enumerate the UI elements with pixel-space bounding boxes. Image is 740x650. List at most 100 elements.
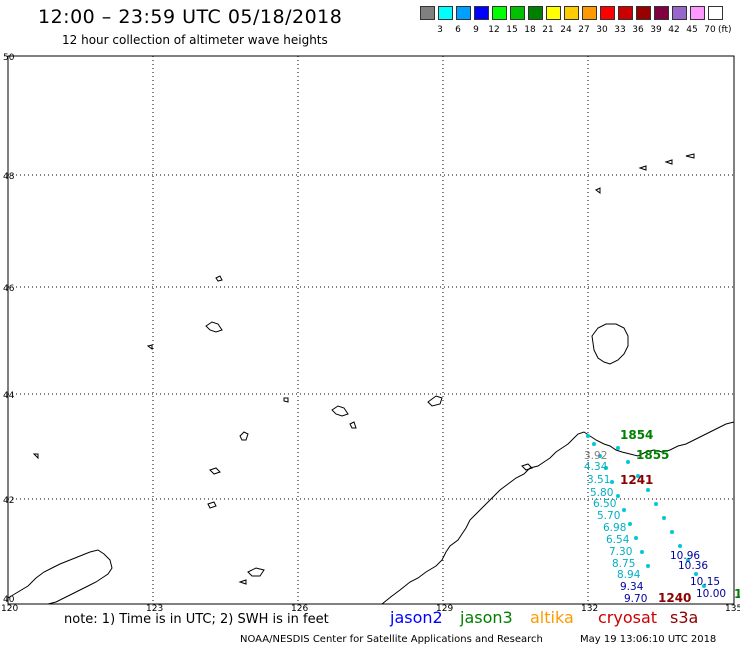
lon-tick-120: 120 xyxy=(1,604,18,614)
colorbar-swatch xyxy=(492,6,507,20)
coastline-southwest xyxy=(7,549,113,605)
colorbar-swatch xyxy=(420,6,435,20)
map-title: 12:00 – 23:59 UTC 05/18/2018 xyxy=(38,6,343,28)
pass-label-1241: 1241 xyxy=(620,473,653,487)
obs-value: 9.70 xyxy=(624,593,647,605)
island-9 xyxy=(349,421,357,429)
lat-tick-48: 48 xyxy=(3,172,15,182)
obs-value: 4.34 xyxy=(584,461,608,473)
island-15 xyxy=(595,187,601,194)
island-11 xyxy=(521,463,533,471)
lon-tick-132: 132 xyxy=(581,604,598,614)
colorbar-label: 12 xyxy=(488,25,500,35)
island-16 xyxy=(146,344,153,350)
colorbar-swatch xyxy=(528,6,543,20)
pass-label-1240: 1240 xyxy=(658,591,691,605)
colorbar-label: 33 xyxy=(614,25,626,35)
pass-labels: 1854 1855 1241 1240 1 xyxy=(620,428,740,605)
lon-tick-123: 123 xyxy=(146,604,163,614)
legend-s3a: s3a xyxy=(670,608,699,627)
colorbar-label: 9 xyxy=(473,25,479,35)
island-2 xyxy=(331,405,349,417)
colorbar-label: 30 xyxy=(596,25,608,35)
island-12 xyxy=(638,165,647,171)
obs-value: 8.94 xyxy=(617,569,641,581)
island-hokkaido-like xyxy=(591,323,629,365)
lon-tick-129: 129 xyxy=(436,604,453,614)
colorbar-label: 42 xyxy=(668,25,680,35)
obs-value: 9.34 xyxy=(620,581,644,593)
grid-lines xyxy=(8,56,734,604)
obs-value: 6.98 xyxy=(603,522,626,534)
footer-note: note: 1) Time is in UTC; 2) SWH is in fe… xyxy=(64,612,329,627)
colorbar-label: 45 xyxy=(686,25,698,35)
colorbar-label: 18 xyxy=(524,25,536,35)
lat-tick-44: 44 xyxy=(3,391,15,401)
island-10 xyxy=(283,397,289,403)
obs-value: 5.80 xyxy=(590,487,613,499)
lat-tick-labels: 50 48 46 44 42 40 xyxy=(3,53,15,605)
lon-tick-labels: 120 123 126 129 132 135 xyxy=(1,604,740,614)
colorbar-swatch xyxy=(672,6,687,20)
island-1 xyxy=(205,321,223,333)
colorbar-label: 21 xyxy=(542,25,554,35)
colorbar-label: 6 xyxy=(455,25,461,35)
credit-text: NOAA/NESDIS Center for Satellite Applica… xyxy=(240,634,543,645)
colorbar-swatch xyxy=(546,6,561,20)
colorbar-label: 27 xyxy=(578,25,590,35)
island-4 xyxy=(239,431,249,441)
obs-value: 10.15 xyxy=(690,576,720,588)
colorbar-swatch xyxy=(600,6,615,20)
island-14 xyxy=(685,153,695,159)
legend-cryosat: cryosat xyxy=(598,608,658,627)
colorbar-label: 39 xyxy=(650,25,662,35)
colorbar-swatch xyxy=(618,6,633,20)
obs-value: 10.00 xyxy=(696,588,726,600)
legend-jason3: jason3 xyxy=(460,608,513,627)
colorbar-swatch xyxy=(438,6,453,20)
wave-height-observations: 3.92 4.34 3.51 5.80 6.50 5.70 6.98 6.54 … xyxy=(584,450,726,605)
colorbar-swatch xyxy=(582,6,597,20)
lat-tick-46: 46 xyxy=(3,284,15,294)
obs-value: 3.51 xyxy=(587,474,610,486)
lon-tick-126: 126 xyxy=(291,604,308,614)
coastlines xyxy=(7,153,735,605)
colorbar-swatch xyxy=(636,6,651,20)
lon-tick-135: 135 xyxy=(725,604,740,614)
island-17 xyxy=(32,453,39,460)
pass-label-partial: 1 xyxy=(734,587,740,601)
obs-value: 10.96 xyxy=(670,550,700,562)
colorbar-label: 36 xyxy=(632,25,644,35)
coastline-mainland xyxy=(381,421,735,605)
island-3 xyxy=(427,395,443,407)
island-7 xyxy=(209,467,221,475)
island-8 xyxy=(215,275,223,282)
lat-tick-42: 42 xyxy=(3,496,14,506)
island-13 xyxy=(664,159,673,165)
legend-jason2: jason2 xyxy=(390,608,443,627)
colorbar-swatch xyxy=(510,6,525,20)
colorbar-swatch xyxy=(456,6,471,20)
colorbar-swatch xyxy=(654,6,669,20)
obs-value: 8.75 xyxy=(612,558,635,570)
island-5 xyxy=(247,567,265,577)
colorbar-label: 15 xyxy=(506,25,518,35)
colorbar-swatch xyxy=(564,6,579,20)
obs-value: 10.36 xyxy=(678,560,708,572)
legend-altika: altika xyxy=(530,608,574,627)
obs-value: 3.92 xyxy=(584,450,607,462)
colorbar-swatch xyxy=(474,6,489,20)
pass-label-1854: 1854 xyxy=(620,428,653,442)
lat-tick-50: 50 xyxy=(3,53,15,63)
island-6 xyxy=(207,501,217,509)
island-18 xyxy=(238,579,247,585)
obs-value: 6.50 xyxy=(593,498,616,510)
obs-value: 6.54 xyxy=(606,534,630,546)
colorbar-swatch xyxy=(690,6,705,20)
lat-tick-40: 40 xyxy=(3,595,15,605)
pass-label-1855: 1855 xyxy=(636,448,669,462)
obs-value: 5.70 xyxy=(597,510,620,522)
colorbar-swatch xyxy=(708,6,723,20)
map-frame xyxy=(7,55,735,605)
